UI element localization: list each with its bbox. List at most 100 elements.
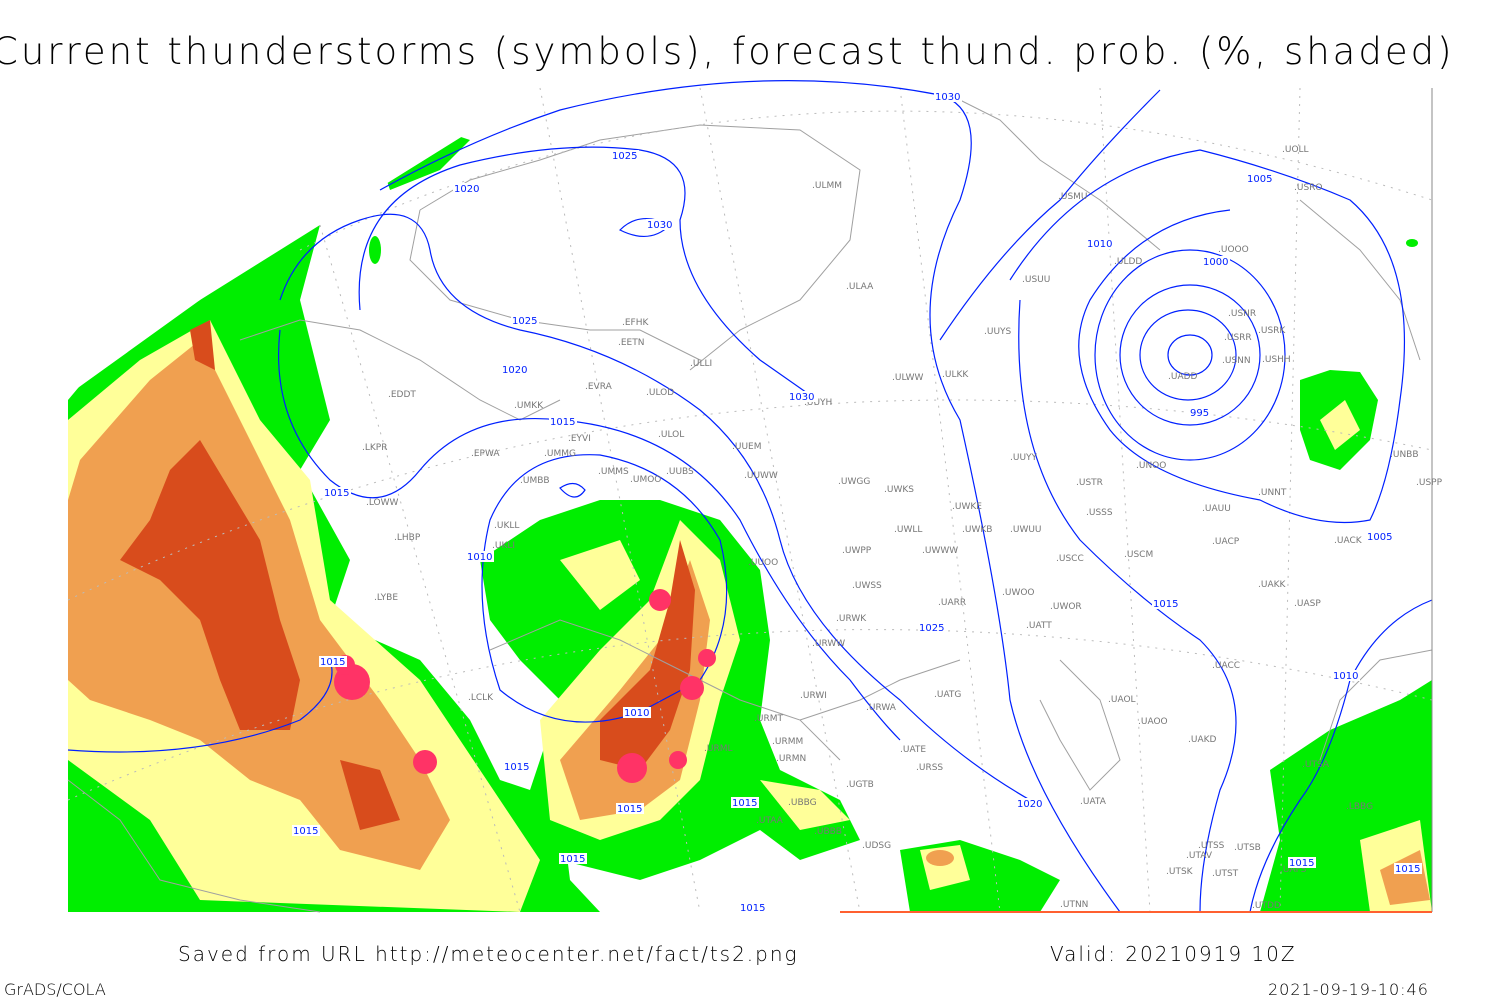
station-label: .UWOO	[1002, 588, 1035, 598]
isobar-label-bg	[511, 315, 539, 326]
station-label: .UASP	[1294, 599, 1321, 609]
isobar-label: 1000	[1203, 257, 1228, 268]
station-label: .UAFS	[1280, 865, 1307, 875]
station-label: .URWA	[866, 703, 897, 713]
station-label: .UWKS	[884, 485, 914, 495]
isobar-label-bg	[646, 219, 674, 230]
isobar-label: 1015	[617, 804, 642, 815]
isobar-label: 1020	[1017, 799, 1042, 810]
station-label: .UATT	[1026, 621, 1052, 631]
station-label: .UTSA	[1302, 760, 1330, 770]
thunderstorm-symbol	[698, 649, 716, 667]
station-label: .UMOO	[630, 475, 661, 485]
isobar-label: 1010	[467, 552, 492, 563]
generation-timestamp: 2021-09-19-10:46	[1268, 980, 1429, 999]
station-label: .UACP	[1212, 537, 1240, 547]
thunderstorm-symbol	[617, 753, 647, 783]
isobar-label-bg	[623, 707, 651, 718]
isobar-label: 1030	[789, 392, 814, 403]
isobar-label-bg	[319, 656, 347, 667]
station-label: .UUOO	[748, 558, 778, 568]
isobar-label: 1025	[612, 151, 637, 162]
station-label: .UNOO	[1136, 461, 1166, 471]
station-label: .LOWW	[366, 498, 399, 508]
isobar-label: 1015	[740, 903, 765, 914]
station-label: .LCLK	[468, 693, 494, 703]
isobar-label: 1025	[919, 623, 944, 634]
station-label: .UACK	[1334, 536, 1363, 546]
isobar-label-bg	[292, 825, 320, 836]
isobar-label-bg	[1152, 598, 1180, 609]
isobar-label-bg	[466, 551, 494, 562]
isobar-label-bg	[918, 622, 946, 633]
isobar-label-bg	[1086, 238, 1114, 249]
station-label: .UBBB	[814, 827, 842, 837]
isobar-label: 1005	[1367, 532, 1392, 543]
station-label: .UMMG	[544, 449, 576, 459]
station-label: .UMMS	[598, 467, 629, 477]
station-label: .UAUU	[1202, 504, 1231, 514]
station-label: .URML	[704, 744, 732, 754]
station-label: .UDSG	[862, 841, 891, 851]
thunderstorm-symbol	[669, 751, 687, 769]
station-labels: .ULMM .ULAA .EFHK .EETN .ULLI .EVRA .ULOD .UMKK…	[362, 145, 1443, 911]
station-label: .UAOO	[1138, 717, 1168, 727]
station-label: .USNN	[1222, 356, 1251, 366]
station-label: .ULLI	[690, 359, 712, 369]
isobar-label-bg	[616, 803, 644, 814]
station-label: .UWSS	[852, 581, 882, 591]
station-label: .USHH	[1262, 355, 1291, 365]
station-label: .USNR	[1228, 309, 1256, 319]
isobar-label: 1015	[1153, 599, 1178, 610]
isobar-label: 1020	[502, 365, 527, 376]
isobar-label-bg	[611, 150, 639, 161]
station-label: .UWKB	[962, 525, 992, 535]
station-label: .ULMM	[812, 181, 842, 191]
valid-time: Valid: 20210919 10Z	[1050, 942, 1297, 966]
station-label: .USCM	[1124, 550, 1153, 560]
isobar-label: 1015	[504, 762, 529, 773]
station-label: .UACC	[1212, 661, 1240, 671]
station-label: .URMM	[772, 737, 803, 747]
station-label: .USRK	[1258, 326, 1286, 336]
station-label: .UUYY	[1010, 453, 1038, 463]
isobar-label-bg	[503, 761, 531, 772]
station-label: .UWWW	[922, 546, 958, 556]
station-label: .ULWW	[892, 373, 924, 383]
station-label: .ULKK	[942, 370, 969, 380]
station-label: .ULOL	[658, 430, 684, 440]
station-label: .ULDD	[1114, 257, 1142, 267]
station-label: .UATE	[900, 745, 926, 755]
station-label: .UWPP	[842, 546, 872, 556]
station-label: .UOLL	[1282, 145, 1309, 155]
station-label: .LBBG	[1346, 802, 1373, 812]
station-label: .UAKD	[1188, 735, 1217, 745]
isobar-label: 1020	[454, 184, 479, 195]
station-label: .UATA	[1080, 797, 1107, 807]
station-label: .UTSB	[1234, 843, 1261, 853]
station-label: .EFHK	[622, 318, 649, 328]
source-url-note: Saved from URL http://meteocenter.net/fa…	[178, 942, 799, 966]
isobar-label-bg	[1189, 407, 1211, 418]
station-label: .UAOL	[1108, 695, 1136, 705]
isobar-label: 1015	[1289, 858, 1314, 869]
station-label: .UTSK	[1166, 867, 1194, 877]
station-label: .UMKK	[514, 401, 544, 411]
thunderstorm-symbol	[649, 589, 671, 611]
isobars	[67, 80, 1433, 913]
station-label: .URMN	[776, 754, 806, 764]
isobar-label: 1015	[324, 488, 349, 499]
station-label: .URSS	[916, 763, 943, 773]
map-domain-mask	[0, 88, 540, 912]
isobar-label-bg	[739, 902, 767, 913]
station-label: .UTAV	[1186, 851, 1213, 861]
station-label: .USCC	[1056, 554, 1084, 564]
isobar-label-bg	[1202, 256, 1230, 267]
isobar-label: 1015	[1395, 864, 1420, 875]
isobar-label-bg	[1366, 531, 1394, 542]
isobar-label: 1030	[935, 92, 960, 103]
station-label: .UGTB	[846, 780, 874, 790]
isobar-label: 1015	[320, 657, 345, 668]
isobar-label-bg	[453, 183, 481, 194]
